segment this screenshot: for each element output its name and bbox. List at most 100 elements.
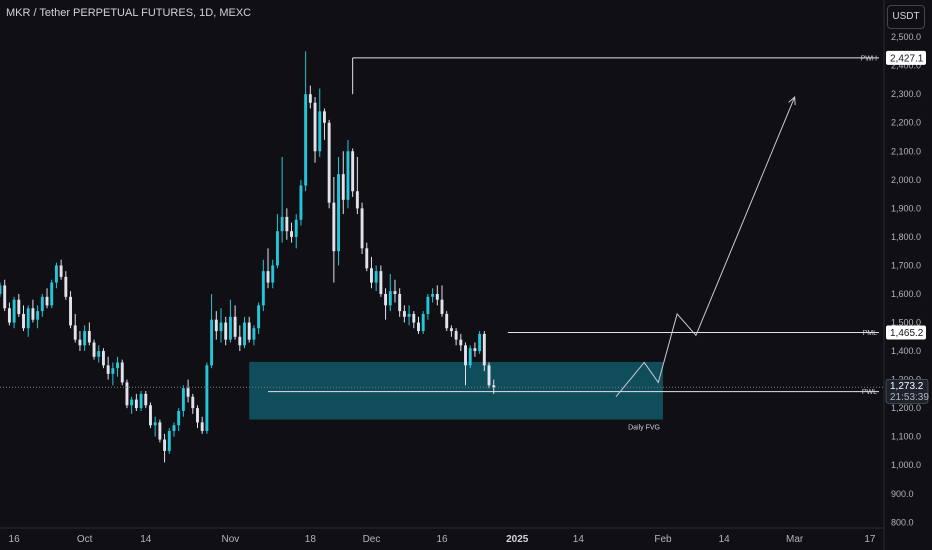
time-tick-label: Feb xyxy=(654,534,672,545)
price-tick-label: 800.0 xyxy=(891,517,914,527)
candle-body xyxy=(78,339,82,346)
candle-body xyxy=(393,291,397,294)
time-tick-label: 16 xyxy=(9,534,21,545)
candle-body xyxy=(26,308,30,329)
currency-unit-button[interactable]: USDT xyxy=(887,5,925,29)
price-tag-label: 1,465.2 xyxy=(890,328,924,339)
current-price-tag-box xyxy=(885,378,929,404)
price-tick-label: 2,200.0 xyxy=(891,118,921,128)
candle-body xyxy=(421,313,425,332)
candle-body xyxy=(45,296,49,306)
candle-body xyxy=(370,268,373,283)
candle-body xyxy=(163,439,167,451)
candle-body xyxy=(426,296,430,314)
price-tick-label: 2,300.0 xyxy=(891,89,921,99)
candle-body xyxy=(97,351,101,357)
candle-body xyxy=(139,393,143,409)
candle-body xyxy=(299,185,303,220)
candle-body xyxy=(332,202,336,252)
candle-body xyxy=(482,333,486,366)
time-tick-label: Dec xyxy=(363,534,381,545)
candle-body xyxy=(101,351,105,366)
time-tick-label: 2025 xyxy=(506,534,529,545)
time-axis[interactable]: 16 Oct 14 Nov 18 Dec 16 2025 14 Feb 14 Mar 17 xyxy=(9,534,876,545)
candle-body xyxy=(431,293,435,297)
candle-body xyxy=(92,342,96,357)
candle-body xyxy=(355,191,359,209)
candle-body xyxy=(384,293,388,306)
candle-body xyxy=(238,336,242,346)
candle-body xyxy=(492,385,496,388)
candle-body xyxy=(158,422,162,440)
projection-arrowhead xyxy=(788,95,796,106)
candle-body xyxy=(7,308,11,323)
price-tick-label: 2,400.0 xyxy=(891,61,921,71)
candle-body xyxy=(402,311,406,317)
candle-body xyxy=(87,331,91,343)
price-tick-label: 1,400.0 xyxy=(891,346,921,356)
candle-body xyxy=(464,345,467,366)
level-label-pml: PML xyxy=(863,330,878,337)
candle-body xyxy=(83,331,87,346)
candle-body xyxy=(17,299,21,314)
price-tick-label: 1,800.0 xyxy=(891,232,921,242)
candle-body xyxy=(186,388,190,397)
candle-body xyxy=(304,94,308,186)
time-tick-label: 18 xyxy=(305,534,317,545)
price-tick-label: 2,000.0 xyxy=(891,175,921,185)
candle-body xyxy=(50,282,54,306)
fvg-label: Daily FVG xyxy=(628,425,660,432)
candle-body xyxy=(111,368,115,374)
candle-body xyxy=(412,313,416,323)
candle-body xyxy=(31,308,35,320)
candle-body xyxy=(417,322,420,332)
candle-body xyxy=(191,396,195,409)
candle-body xyxy=(125,382,129,406)
candle-body xyxy=(233,316,237,337)
countdown-label: 21:53:39 xyxy=(890,392,929,403)
candle-body xyxy=(275,231,279,266)
candle-body xyxy=(116,362,120,369)
candle-body xyxy=(210,319,214,366)
price-tick-label: 1,200.0 xyxy=(891,403,921,413)
candle-body xyxy=(149,405,152,426)
price-tick-label: 1,700.0 xyxy=(891,260,921,270)
candle-body xyxy=(214,319,218,332)
candle-body xyxy=(64,276,68,297)
candle-body xyxy=(285,216,289,232)
candle-body xyxy=(388,291,392,306)
candle-body xyxy=(59,265,63,277)
candle-body xyxy=(327,122,331,203)
candle-body xyxy=(219,322,223,332)
candle-body xyxy=(294,219,298,237)
price-tick-label: 2,500.0 xyxy=(891,32,921,42)
candle-body xyxy=(468,348,472,366)
candle-body xyxy=(313,102,317,152)
price-tag-box xyxy=(886,50,926,65)
price-axis-background xyxy=(884,0,932,550)
level-label-pwl: PWL xyxy=(862,389,877,396)
candle-body xyxy=(341,174,345,200)
candle-body xyxy=(280,216,284,232)
candle-body xyxy=(153,422,157,426)
candle-body xyxy=(346,151,350,200)
candle-body xyxy=(337,174,341,252)
candle-body xyxy=(3,285,7,309)
price-tick-label: 1,000.0 xyxy=(891,460,921,470)
candle-body xyxy=(318,111,322,152)
time-tick-label: 16 xyxy=(436,534,448,545)
candle-body xyxy=(473,348,477,352)
candle-body xyxy=(205,365,209,431)
symbol-title: MKR / Tether PERPETUAL FUTURES, 1D, MEXC xyxy=(6,7,252,19)
candle-body xyxy=(459,339,463,346)
candle-body xyxy=(435,293,439,300)
candle-body xyxy=(12,299,16,323)
price-tag-label: 2,427.1 xyxy=(890,53,924,64)
candle-body xyxy=(120,362,124,383)
candle-body xyxy=(54,265,58,283)
candle-body xyxy=(322,111,326,123)
candle-body xyxy=(130,399,134,406)
candle-body xyxy=(360,208,364,249)
